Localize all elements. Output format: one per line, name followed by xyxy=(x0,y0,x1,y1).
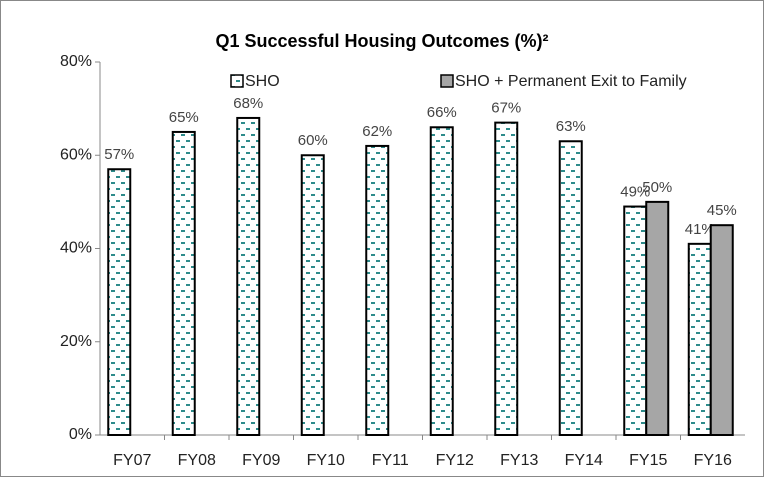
legend-swatch xyxy=(440,74,454,88)
y-tick-label: 60% xyxy=(60,146,92,163)
x-tick-label: FY12 xyxy=(436,452,474,469)
x-tick-label: FY16 xyxy=(694,452,732,469)
x-tick-label: FY08 xyxy=(178,452,216,469)
value-label: 62% xyxy=(362,123,392,140)
x-tick-label: FY07 xyxy=(113,452,151,469)
x-tick-label: FY13 xyxy=(500,452,538,469)
legend-label: SHO xyxy=(245,73,280,90)
value-label: 60% xyxy=(298,132,328,149)
bar xyxy=(558,140,583,436)
legend-swatch xyxy=(230,74,244,88)
value-label: 65% xyxy=(169,109,199,126)
x-tick-label: FY09 xyxy=(242,452,280,469)
bar xyxy=(107,168,132,437)
legend-label: SHO + Permanent Exit to Family xyxy=(455,73,687,90)
value-label: 49% xyxy=(620,184,650,201)
bar xyxy=(429,126,454,437)
value-label: 41% xyxy=(685,221,715,238)
x-tick-label: FY14 xyxy=(565,452,603,469)
value-label: 68% xyxy=(233,95,263,112)
bar xyxy=(365,144,390,437)
bar xyxy=(623,205,648,436)
x-tick-label: FY11 xyxy=(372,452,409,469)
y-tick-label: 80% xyxy=(60,53,92,70)
bar xyxy=(171,130,196,436)
x-tick-label: FY15 xyxy=(629,452,667,469)
y-tick-label: 40% xyxy=(60,240,92,257)
value-label: 50% xyxy=(642,179,672,196)
value-label: 67% xyxy=(491,100,521,117)
value-label: 57% xyxy=(104,146,134,163)
y-tick-label: 20% xyxy=(60,333,92,350)
bar xyxy=(709,224,734,436)
y-tick-label: 0% xyxy=(69,426,92,443)
bar xyxy=(494,121,519,437)
x-tick-label: FY10 xyxy=(307,452,345,469)
bar xyxy=(645,200,670,436)
value-label: 63% xyxy=(556,118,586,135)
bar xyxy=(687,242,712,436)
value-label: 66% xyxy=(427,104,457,121)
value-label: 45% xyxy=(707,202,737,219)
chart-title: Q1 Successful Housing Outcomes (%)² xyxy=(215,31,548,51)
bar xyxy=(236,116,261,436)
bar xyxy=(300,154,325,436)
